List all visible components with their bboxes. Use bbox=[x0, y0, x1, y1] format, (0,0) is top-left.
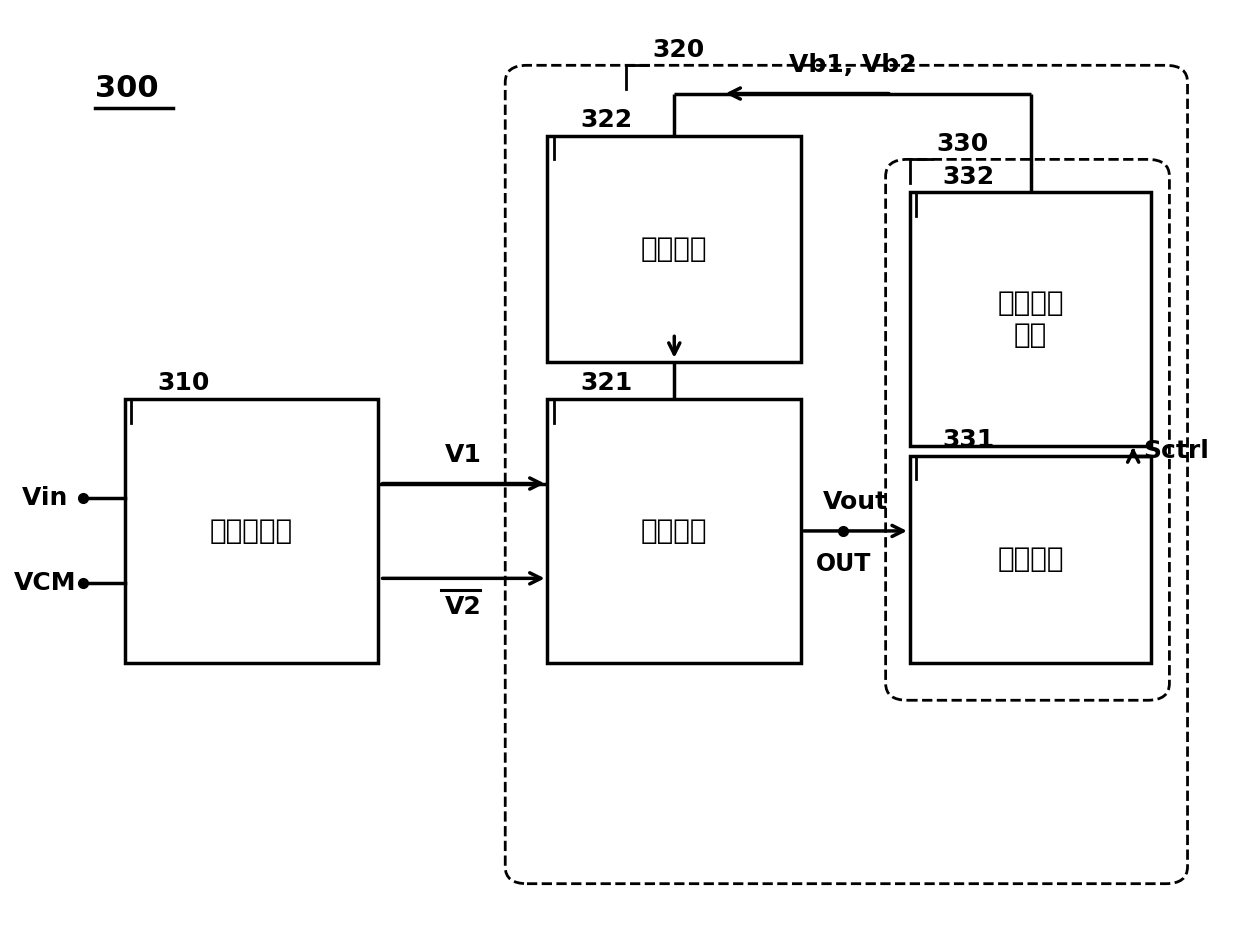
Text: 320: 320 bbox=[652, 38, 704, 62]
Text: 322: 322 bbox=[580, 108, 632, 132]
Text: 300: 300 bbox=[94, 74, 159, 102]
Text: Vb1, Vb2: Vb1, Vb2 bbox=[789, 52, 916, 77]
Text: 331: 331 bbox=[942, 428, 994, 452]
Text: Vin: Vin bbox=[22, 486, 77, 510]
FancyBboxPatch shape bbox=[125, 400, 378, 662]
Text: 输出电路: 输出电路 bbox=[641, 517, 708, 545]
Text: V2: V2 bbox=[445, 595, 481, 620]
FancyBboxPatch shape bbox=[910, 193, 1151, 446]
Text: Sctrl: Sctrl bbox=[1143, 439, 1209, 463]
Text: Vout: Vout bbox=[823, 490, 888, 514]
FancyBboxPatch shape bbox=[910, 456, 1151, 662]
Text: 前级放大器: 前级放大器 bbox=[210, 517, 293, 545]
Text: 310: 310 bbox=[157, 371, 210, 396]
Text: OUT: OUT bbox=[816, 551, 870, 576]
FancyBboxPatch shape bbox=[548, 136, 801, 362]
Text: 保护电路: 保护电路 bbox=[641, 234, 708, 263]
Text: V1: V1 bbox=[444, 442, 481, 467]
Text: 321: 321 bbox=[580, 371, 632, 396]
Text: 332: 332 bbox=[942, 164, 994, 189]
FancyBboxPatch shape bbox=[548, 400, 801, 662]
Text: 侦测电路: 侦测电路 bbox=[997, 545, 1064, 573]
Text: 330: 330 bbox=[936, 132, 988, 156]
Text: VCM: VCM bbox=[14, 570, 77, 595]
Text: 偏压产生
电路: 偏压产生 电路 bbox=[997, 289, 1064, 349]
